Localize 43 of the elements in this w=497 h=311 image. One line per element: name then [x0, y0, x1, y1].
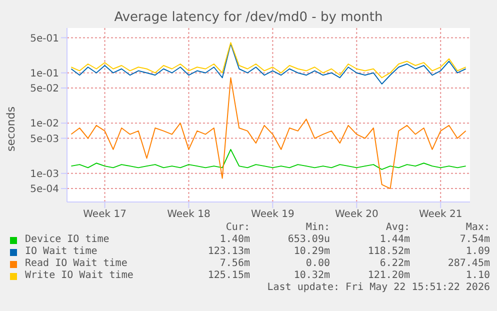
x-tick-label: Week 19 — [251, 209, 294, 220]
text: Max: — [464, 222, 490, 234]
text: 1.10 — [464, 270, 490, 282]
text: 7.56m — [218, 258, 250, 270]
legend-label: Device IO time — [25, 234, 110, 246]
line-series — [70, 77, 466, 190]
text: 10.29m — [292, 246, 330, 258]
legend-label: Read IO Wait time — [25, 258, 128, 270]
text: Avg: — [384, 222, 410, 234]
y-tick-label: 1e-02 — [30, 118, 59, 130]
text: Last update: Fri May 22 15:51:22 2026 — [266, 282, 490, 294]
legend-label: IO Wait time — [25, 246, 98, 258]
text: 1.09 — [464, 246, 490, 258]
x-tick-label: Week 21 — [418, 209, 462, 220]
text: Min: — [304, 222, 330, 234]
x-tick-label: Week 20 — [335, 209, 378, 220]
chart-title: Average latency for /dev/md0 - by month — [113, 10, 384, 25]
line-series — [70, 148, 466, 170]
text: 653.09u — [286, 234, 330, 246]
text: 0.00 — [304, 258, 330, 270]
line-series — [70, 42, 466, 78]
text: 1.44m — [378, 234, 410, 246]
text: 123.13m — [206, 246, 250, 258]
text: 125.15m — [206, 270, 250, 282]
y-tick-label: 5e-02 — [30, 84, 59, 95]
text: Cur: — [224, 222, 250, 234]
line-series — [70, 43, 466, 85]
text: 10.32m — [292, 270, 330, 282]
text: 6.22m — [378, 258, 410, 270]
y-tick-label: 5e-01 — [30, 33, 59, 44]
text: 7.54m — [458, 234, 490, 246]
text: 118.52m — [366, 246, 410, 258]
text: 121.20m — [366, 270, 410, 282]
legend-label: Write IO Wait time — [25, 270, 134, 282]
y-tick-label: 1e-01 — [30, 68, 59, 80]
y-tick-label: 5e-04 — [30, 184, 59, 196]
x-tick-label: Week 18 — [167, 209, 210, 220]
text: 287.45m — [446, 258, 490, 270]
y-tick-label: 1e-03 — [30, 168, 59, 180]
y-axis-title: seconds — [4, 106, 18, 152]
text: 1.40m — [218, 234, 250, 246]
y-tick-label: 5e-03 — [30, 134, 59, 145]
x-tick-label: Week 17 — [83, 209, 126, 220]
